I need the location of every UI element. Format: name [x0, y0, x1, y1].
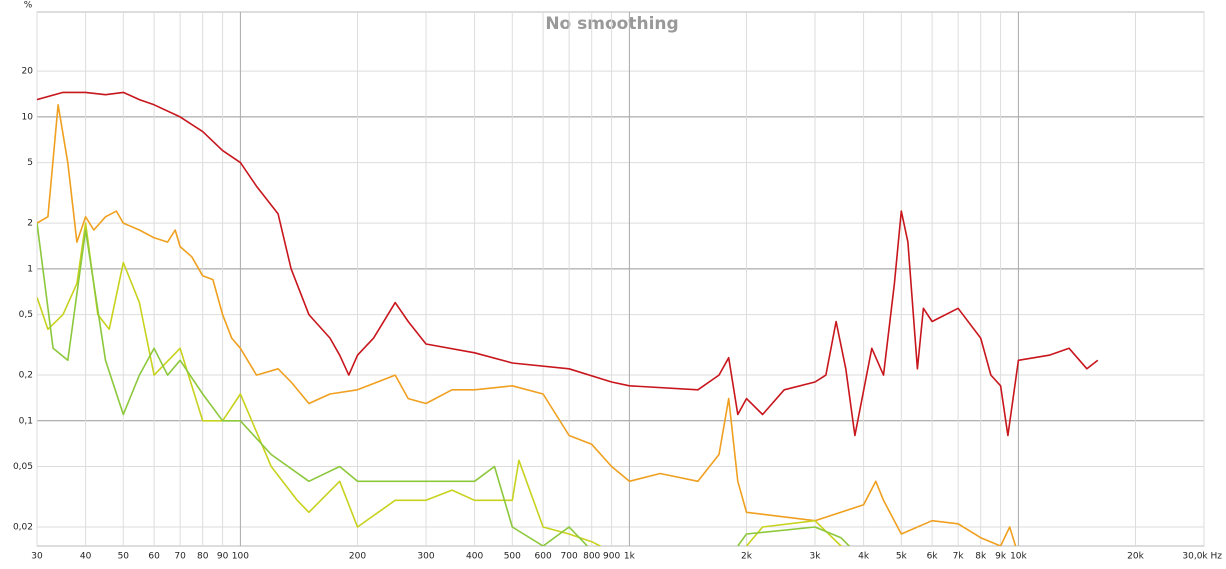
x-tick-label: 9k [995, 552, 1007, 562]
x-tick-label: 300 [417, 552, 434, 562]
series-line [37, 104, 1017, 546]
x-tick-label: 5k [896, 552, 908, 562]
series-line [37, 91, 1099, 437]
series-line [37, 222, 851, 546]
x-tick-label: 500 [504, 552, 521, 562]
x-tick-label: 20k [1127, 552, 1144, 562]
x-tick-label: 900 [603, 552, 620, 562]
y-tick-label: 0,02 [13, 523, 33, 533]
y-tick-label: 1 [27, 264, 33, 274]
y-tick-label: 10 [22, 112, 34, 122]
x-tick-label: 700 [561, 552, 578, 562]
x-tick-label: 7k [953, 552, 965, 562]
x-tick-label: 80 [197, 552, 209, 562]
x-tick-label: 90 [217, 552, 229, 562]
x-tick-label: 400 [466, 552, 483, 562]
x-tick-label: 60 [148, 552, 160, 562]
x-tick-label: 10k [1010, 552, 1027, 562]
x-tick-label: 3k [810, 552, 822, 562]
plot-area [36, 11, 1205, 547]
x-tick-label: 8k [975, 552, 987, 562]
x-tick-label: 600 [535, 552, 552, 562]
y-tick-label: 0,2 [19, 371, 33, 381]
x-tick-label: 30 [31, 552, 43, 562]
y-tick-label: 20 [22, 67, 34, 77]
x-tick-label: 40 [80, 552, 92, 562]
x-tick-label: 50 [118, 552, 130, 562]
y-axis-label: % [24, 1, 33, 11]
y-tick-label: 2 [27, 219, 33, 229]
x-tick-label: 100 [232, 552, 249, 562]
x-tick-label: 6k [927, 552, 939, 562]
y-tick-label: 5 [27, 158, 33, 168]
x-tick-label: 70 [174, 552, 186, 562]
x-tick-label: 2k [741, 552, 753, 562]
x-tick-label: 30,0k Hz [1182, 552, 1222, 562]
x-tick-label: 4k [858, 552, 870, 562]
x-tick-label: 200 [349, 552, 366, 562]
x-tick-label: 1k [624, 552, 636, 562]
y-tick-label: 0,5 [19, 310, 33, 320]
x-tick-label: 800 [583, 552, 600, 562]
series-group [37, 91, 1099, 546]
y-tick-label: 0,05 [13, 462, 33, 472]
y-tick-label: 0,1 [19, 416, 33, 426]
